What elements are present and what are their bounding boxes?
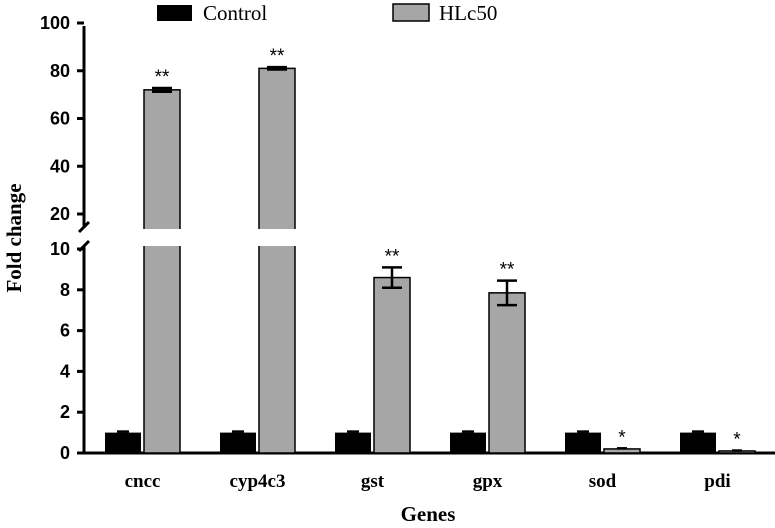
legend-swatch-hlc50 [392,3,430,22]
y-tick-label: 40 [50,156,70,176]
significance-label: * [618,427,626,448]
y-tick-label: 8 [60,280,70,300]
category-label: gst [361,471,385,492]
legend-swatch-control [157,5,192,21]
y-tick-label: 20 [50,204,70,224]
bar-control [450,432,486,453]
significance-label: ** [155,67,170,88]
y-tick-label: 2 [60,402,70,422]
bar-control [335,432,371,453]
bar-hlc50 [373,276,411,454]
y-tick-label: 80 [50,61,70,81]
y-tick-label: 4 [60,361,70,381]
bar-control [105,432,141,453]
legend-label-control: Control [203,1,267,25]
bar-hlc50 [143,89,181,454]
significance-label: ** [385,246,400,267]
bar-hlc50 [258,67,296,454]
y-tick-label: 60 [50,109,70,129]
y-tick-label: 0 [60,443,70,463]
y-tick-label: 100 [40,13,70,33]
bar-break-gap [142,229,182,246]
bar-control [565,432,601,453]
y-tick-label: 6 [60,321,70,341]
axis-break-mark [77,220,91,253]
y-tick-label: 10 [50,239,70,259]
legend: Control HLc50 [157,1,497,25]
bar-control [680,432,716,453]
category-label: cyp4c3 [230,471,286,492]
legend-label-hlc50: HLc50 [439,1,497,25]
bar-break-gap [257,229,297,246]
bar-hlc50 [488,292,526,454]
significance-label: ** [500,260,515,281]
x-axis-title: Genes [401,502,456,526]
category-label: gpx [473,471,503,492]
y-axis-title: Fold change [2,183,26,292]
category-label: cncc [125,471,161,492]
category-label: sod [589,471,617,492]
significance-label: * [733,430,741,451]
significance-label: ** [270,46,285,67]
category-label: pdi [704,471,730,492]
bar-control [220,432,256,453]
